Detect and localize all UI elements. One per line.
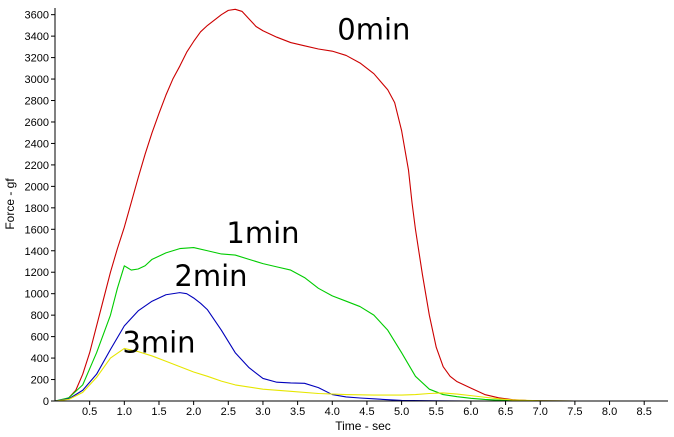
x-tick-label: 6.5 <box>498 406 513 418</box>
series-line-0 <box>54 8 665 402</box>
annotation-label: 0min <box>337 12 410 46</box>
y-tick-label: 1400 <box>25 246 49 258</box>
y-axis-label: Force - gf <box>3 178 17 230</box>
x-tick-label: 1.5 <box>151 406 166 418</box>
x-tick-label: 7.0 <box>533 406 548 418</box>
annotations-layer: 0min 1min 2min 3min <box>122 12 410 359</box>
x-tick-label: 2.5 <box>221 406 236 418</box>
y-tick-label: 600 <box>31 332 49 344</box>
x-tick-label: 5.5 <box>429 406 444 418</box>
y-tick-label: 0 <box>43 396 49 408</box>
y-tick-label: 2000 <box>25 181 49 193</box>
x-tick-label: 4.5 <box>359 406 374 418</box>
y-tick-label: 1000 <box>25 289 49 301</box>
series-line-1 <box>54 246 665 402</box>
y-tick-label: 1200 <box>25 267 49 279</box>
x-tick-label: 8.5 <box>637 406 652 418</box>
y-tick-label: 200 <box>31 375 49 387</box>
x-tick-label: 8.0 <box>602 406 617 418</box>
y-tick-label: 3600 <box>25 10 49 22</box>
y-tick-label: 2800 <box>25 96 49 108</box>
x-tick-label: 1.0 <box>117 406 132 418</box>
series-line-3 <box>54 347 665 402</box>
series-layer <box>54 8 665 402</box>
y-tick-label: 2200 <box>25 160 49 172</box>
x-axis-ticks: 0.5 1.0 1.5 2.0 2.5 3.0 3.5 4.0 4.5 5.0 5.5 6.0 6.5 7… <box>82 401 652 418</box>
y-tick-label: 400 <box>31 353 49 365</box>
y-tick-label: 3200 <box>25 53 49 65</box>
x-tick-label: 0.5 <box>82 406 97 418</box>
y-tick-label: 2400 <box>25 138 49 150</box>
annotation-label: 1min <box>226 216 299 250</box>
x-axis-label: Time - sec <box>335 419 391 433</box>
x-tick-label: 2.0 <box>186 406 201 418</box>
y-tick-label: 3400 <box>25 31 49 43</box>
x-tick-label: 4.0 <box>325 406 340 418</box>
y-tick-label: 3000 <box>25 74 49 86</box>
y-tick-label: 1800 <box>25 203 49 215</box>
annotation-label: 2min <box>174 259 247 293</box>
x-tick-label: 3.5 <box>290 406 305 418</box>
y-tick-label: 1600 <box>25 224 49 236</box>
y-tick-label: 2600 <box>25 117 49 129</box>
y-axis-ticks: 0 200 400 600 800 1000 1200 1400 1600 1800 2000 220… <box>25 10 55 408</box>
y-tick-label: 800 <box>31 310 49 322</box>
x-tick-label: 3.0 <box>255 406 270 418</box>
x-tick-label: 6.0 <box>463 406 478 418</box>
x-tick-label: 7.5 <box>567 406 582 418</box>
annotation-label: 3min <box>122 326 195 360</box>
x-tick-label: 5.0 <box>394 406 409 418</box>
